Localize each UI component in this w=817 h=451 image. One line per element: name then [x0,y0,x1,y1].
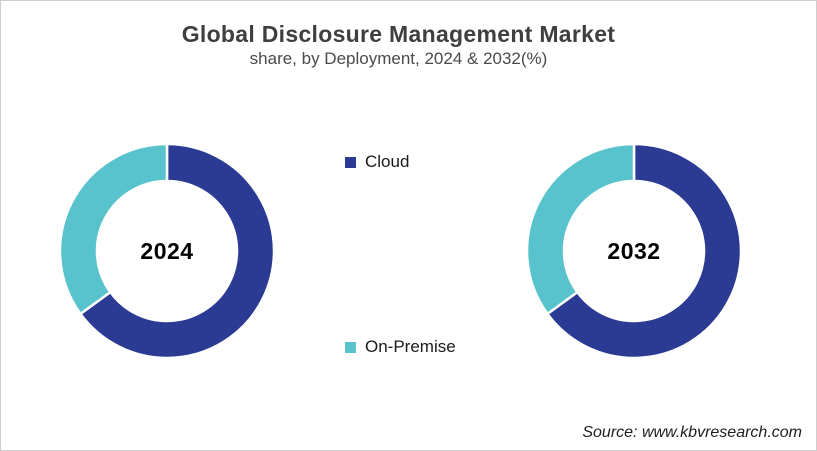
legend-item-cloud: Cloud [345,152,409,172]
donut-2032-center-label: 2032 [607,237,661,264]
legend-item-on-premise: On-Premise [345,337,456,357]
donut-chart-2024: 2024 [57,141,277,361]
donut-2024-svg [58,142,276,360]
donut-2032-segment-cloud [546,142,743,360]
donut-2032-segment-on-premise [525,142,636,316]
donut-2024-segment-on-premise [58,142,169,316]
donut-2024-center-label: 2024 [140,237,194,264]
chart-title: Global Disclosure Management Market [181,21,616,47]
legend-label-cloud: Cloud [365,152,410,171]
legend-swatch-on-premise-icon [345,341,356,353]
chart-subtitle: share, by Deployment, 2024 & 2032(%) [249,49,548,68]
source-credit: Source: www.kbvresearch.com [582,424,802,441]
legend-swatch-cloud-icon [345,156,356,168]
legend-label-on-premise: On-Premise [365,337,456,356]
donut-2032-svg [525,142,743,360]
donut-2024-segment-cloud [79,142,276,360]
donut-chart-2032: 2032 [524,141,744,361]
